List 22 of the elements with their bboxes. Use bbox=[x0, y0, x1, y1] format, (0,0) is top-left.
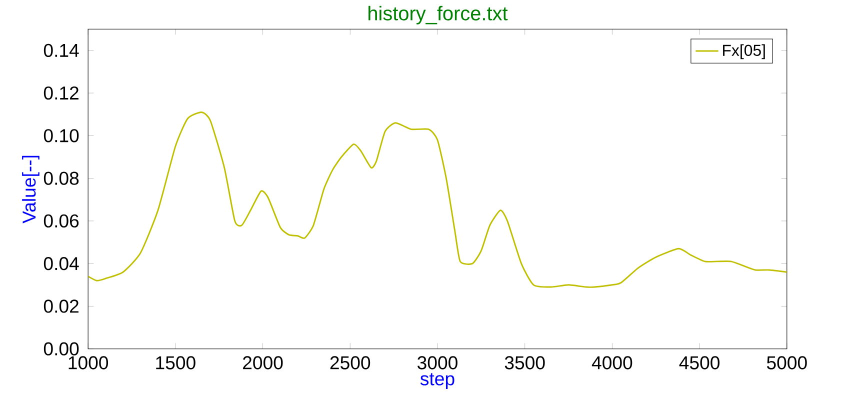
y-tick-label: 0.12 bbox=[44, 86, 78, 100]
y-tick-label: 0.08 bbox=[44, 172, 79, 185]
y-tick-label: 0.00 bbox=[44, 342, 79, 356]
x-tick-label: 5000 bbox=[766, 356, 807, 370]
x-tick-label: 4000 bbox=[592, 356, 632, 370]
line-series bbox=[88, 112, 787, 288]
y-tick-label: 0.02 bbox=[44, 300, 78, 313]
y-axis-title: Value[--] bbox=[22, 156, 40, 224]
x-tick-label: 1500 bbox=[156, 356, 196, 370]
x-tick-label: 3000 bbox=[418, 356, 458, 370]
x-tick-label: 2000 bbox=[243, 356, 283, 370]
x-tick-label: 1000 bbox=[68, 356, 108, 370]
x-tick-label: 4500 bbox=[679, 356, 720, 370]
legend-label: Fx[05] bbox=[723, 44, 765, 60]
chart-title: history_force.txt bbox=[368, 6, 508, 24]
x-tick-label: 2500 bbox=[330, 356, 370, 370]
y-tick-label: 0.10 bbox=[44, 129, 79, 142]
y-tick-label: 0.04 bbox=[44, 256, 79, 270]
x-axis-title: step bbox=[420, 373, 454, 390]
y-tick-label: 0.14 bbox=[44, 44, 79, 58]
y-tick-label: 0.06 bbox=[44, 214, 79, 228]
x-tick-label: 3500 bbox=[504, 356, 545, 370]
